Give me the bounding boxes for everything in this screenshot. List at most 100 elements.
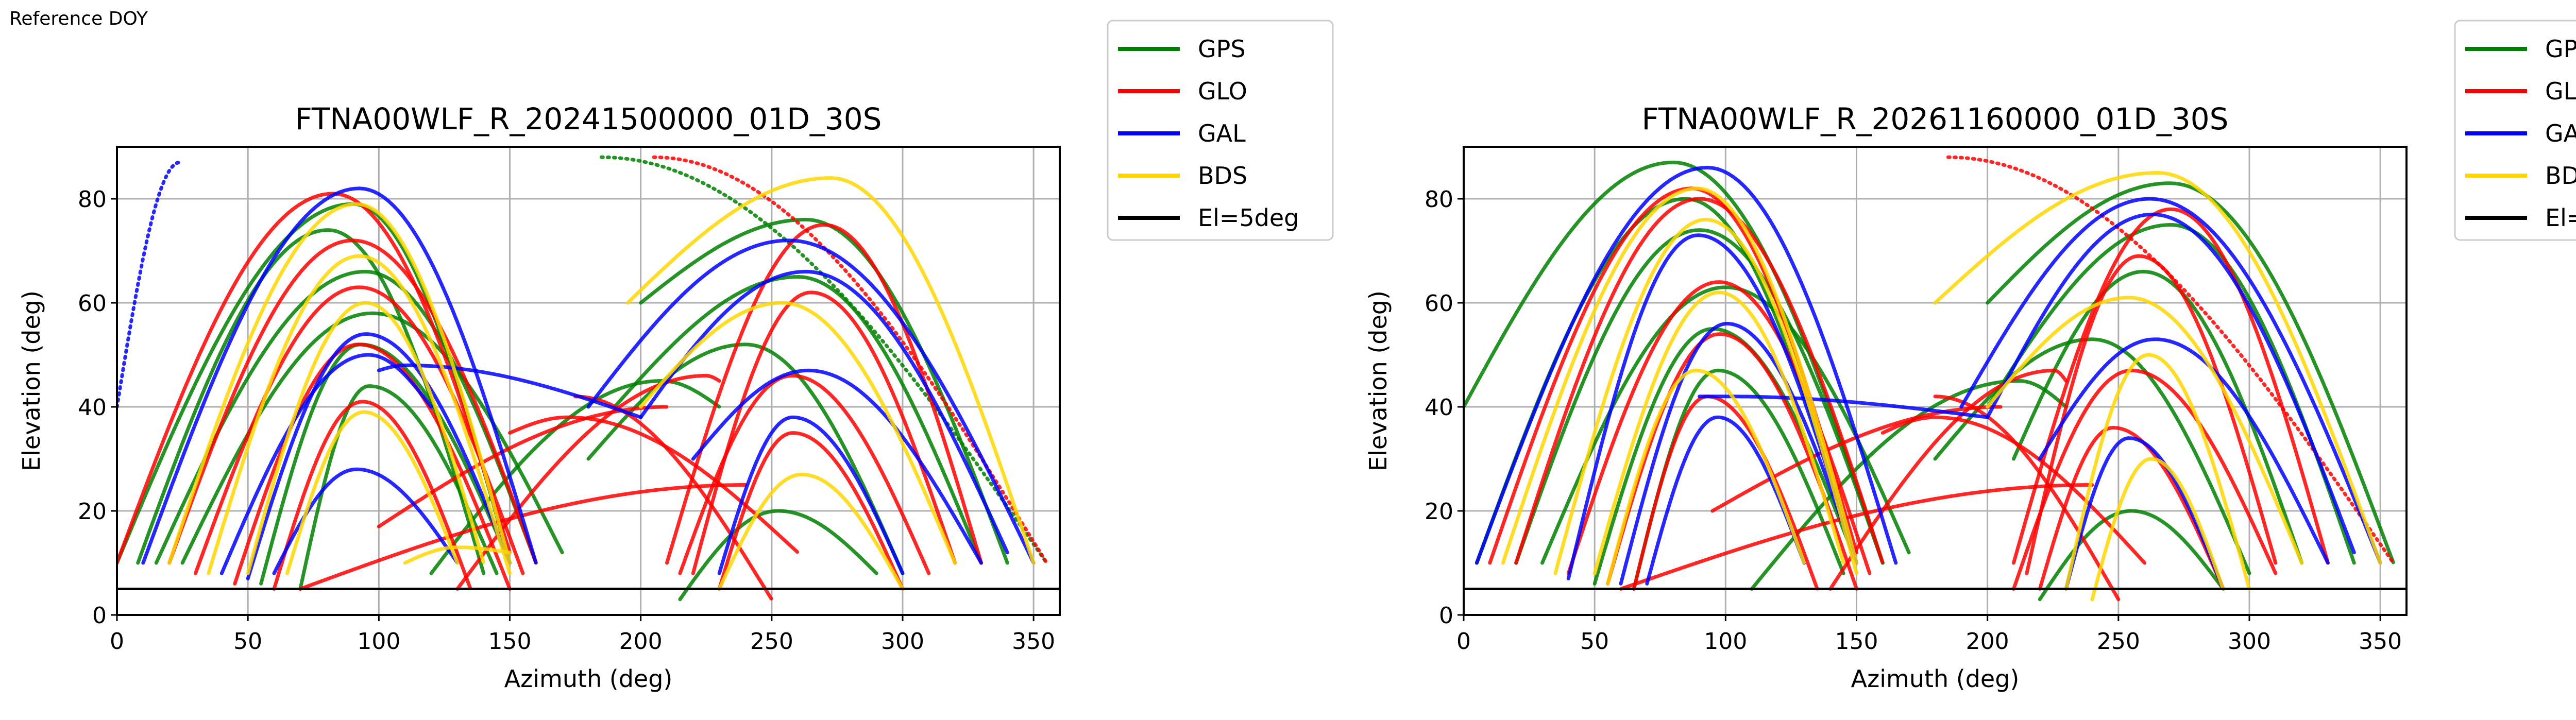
skyplot-right: 0 50 100 150 200 250 300 350 0 20 40 60 80 FTNA00WLF_… <box>1364 20 2576 693</box>
track-glo <box>117 192 512 565</box>
x-tick-label: 100 <box>1704 628 1747 655</box>
track-gal <box>117 160 182 409</box>
satellite-tracks <box>117 155 1049 602</box>
skyplot-left: 0 50 100 150 200 250 300 350 0 20 40 60 80 FTNA00WLF_… <box>18 20 1334 693</box>
track-gal <box>1986 212 2356 555</box>
track-bds <box>1592 290 1845 575</box>
legend-label: El=5deg <box>2545 204 2576 232</box>
track-glo <box>1933 395 2121 602</box>
legend-frame <box>2454 20 2576 241</box>
x-tick-label: 150 <box>488 628 532 655</box>
track-gal <box>586 238 1036 565</box>
axes-frame <box>1463 146 2408 616</box>
legend: GPS GLO GAL BDS El=5deg <box>1107 20 1334 241</box>
track-glo <box>717 431 905 591</box>
track-bds <box>1606 368 1806 586</box>
y-tick-label: 40 <box>1425 395 1453 421</box>
track-bds <box>625 176 1036 565</box>
track-bds <box>717 472 905 591</box>
legend-label: GLO <box>2545 77 2576 105</box>
track-bds <box>1986 296 2304 565</box>
x-tick-label: 300 <box>881 628 924 655</box>
track-gal <box>691 368 983 565</box>
legend-frame <box>1107 20 1334 241</box>
x-tick-label: 50 <box>1580 628 1609 655</box>
track-gal <box>1619 321 1858 586</box>
track-bds <box>167 202 512 565</box>
track-bds <box>2064 353 2251 591</box>
y-axis-label: Elevation (deg) <box>1364 290 1392 471</box>
track-gal <box>2038 337 2330 565</box>
legend-label: GPS <box>1198 35 1246 63</box>
legend-label: BDS <box>1198 162 1247 190</box>
track-glo <box>691 290 957 575</box>
track-gal <box>141 186 538 565</box>
track-gal <box>717 415 905 575</box>
x-tick-label: 250 <box>2097 628 2140 655</box>
legend-label: GPS <box>2545 35 2576 63</box>
y-tick-label: 0 <box>1439 603 1453 629</box>
track-gal <box>219 353 433 575</box>
track-glo <box>508 415 800 555</box>
track-glo <box>194 285 525 575</box>
track-gal <box>639 269 1009 555</box>
chart-title: FTNA00WLF_R_20241500000_01D_30S <box>295 101 882 136</box>
y-tick-label: 20 <box>1425 499 1453 525</box>
x-tick-label: 0 <box>110 628 124 655</box>
track-gps <box>613 275 983 565</box>
track-bds <box>1501 186 1858 565</box>
legend-label: GAL <box>1198 119 1246 147</box>
legend-label: El=5deg <box>1198 204 1299 232</box>
track-gal <box>246 332 512 580</box>
track-glo <box>2025 254 2278 575</box>
y-tick-label: 80 <box>78 186 107 213</box>
track-bds <box>285 410 460 575</box>
track-glo <box>167 238 538 565</box>
track-gps <box>678 509 878 602</box>
track-glo <box>1828 368 2068 591</box>
track-gps <box>1933 337 2251 575</box>
x-tick-label: 150 <box>1835 628 1878 655</box>
track-gps <box>1540 285 1911 565</box>
x-axis-label: Azimuth (deg) <box>504 665 673 693</box>
track-gal <box>377 363 643 419</box>
legend-label: GLO <box>1198 77 1247 105</box>
y-tick-label: 60 <box>1425 290 1453 317</box>
track-glo <box>1619 483 2094 591</box>
x-axis-label: Azimuth (deg) <box>1851 665 2020 693</box>
y-tick-label: 0 <box>92 603 107 629</box>
x-tick-label: 200 <box>1966 628 2009 655</box>
track-gps <box>2012 269 2304 565</box>
track-glo <box>2012 368 2278 591</box>
y-tick-label: 80 <box>1425 186 1453 213</box>
x-tick-label: 350 <box>1012 628 1055 655</box>
track-bds <box>1553 217 1858 575</box>
reference-doy-label: Reference DOY <box>9 8 148 29</box>
y-tick-label: 60 <box>78 290 107 317</box>
chart-title: FTNA00WLF_R_20261160000_01D_30S <box>1642 101 2229 136</box>
track-gps <box>599 155 1049 565</box>
y-axis-label: Elevation (deg) <box>18 290 45 471</box>
track-bds <box>403 545 512 565</box>
x-tick-label: 200 <box>619 628 663 655</box>
track-gal <box>1959 197 2382 565</box>
track-bds <box>1933 170 2382 565</box>
track-glo <box>678 373 931 575</box>
legend-label: GAL <box>2545 119 2576 147</box>
x-tick-label: 300 <box>2228 628 2271 655</box>
track-glo <box>652 155 1049 565</box>
y-tick-label: 40 <box>78 395 107 421</box>
track-glo <box>1632 395 1819 591</box>
track-bds <box>639 301 957 565</box>
track-gps <box>1514 228 1885 565</box>
track-bds <box>246 301 486 575</box>
x-tick-label: 350 <box>2359 628 2402 655</box>
track-bds <box>207 254 512 575</box>
x-tick-label: 250 <box>750 628 793 655</box>
y-tick-label: 20 <box>78 499 107 525</box>
x-tick-label: 50 <box>233 628 262 655</box>
legend-label: BDS <box>2545 162 2576 190</box>
axes-frame <box>116 146 1061 616</box>
track-gal <box>1475 165 1898 565</box>
